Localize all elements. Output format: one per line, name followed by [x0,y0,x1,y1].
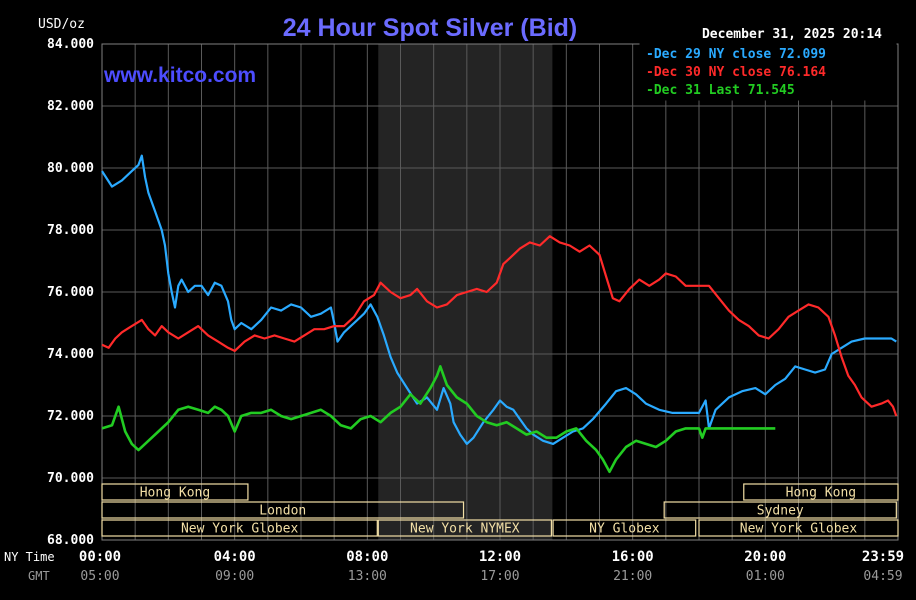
x-tick-label-gmt: 09:00 [215,569,254,584]
plot-area: 84.000 82.000 80.000 78.000 76.000 74.000 72.0… [47,37,899,548]
chart-title: 24 Hour Spot Silver (Bid) [283,14,577,42]
session-bar [552,519,697,537]
timestamp: December 31, 2025 20:14 [702,27,882,42]
session-bar [101,483,249,501]
series-line-dec-30 [101,235,898,417]
session-label: London [259,504,306,519]
session-bar [101,501,465,519]
legend-entry: -Dec 31 Last 71.545 [646,83,795,98]
x-tick-label-gmt: 05:00 [80,569,119,584]
ny-time-label: NY Time [4,550,55,564]
x-tick-label-gmt: 01:00 [746,569,785,584]
y-tick-label: 76.000 [47,285,94,300]
y-tick-label: 68.000 [47,533,94,548]
session-label: New York Globex [181,522,299,537]
y-tick-label: 84.000 [47,37,94,52]
legend-entry: -Dec 29 NY close 72.099 [646,47,826,62]
y-tick-label: 82.000 [47,99,94,114]
session-bar [743,483,899,501]
x-tick-label-ny: 16:00 [612,549,654,565]
x-axis: NY Time GMT 00:00 05:00 04:00 09:00 08:00 13:… [4,549,904,584]
session-label: Hong Kong [786,486,856,501]
x-tick-label-ny: 08:00 [346,549,388,565]
y-tick-label: 72.000 [47,409,94,424]
series-line-dec-31 [101,365,776,474]
legend: -Dec 29 NY close 72.099 -Dec 30 NY close … [639,43,897,101]
y-tick-label: 74.000 [47,347,94,362]
x-tick-label-ny: 20:00 [744,549,786,565]
session-label: NY Globex [589,522,660,537]
units-label: USD/oz [38,17,85,32]
gmt-label: GMT [28,569,50,583]
series-line-dec-29 [101,154,897,445]
watermark: www.kitco.com [103,64,256,87]
x-tick-label-gmt: 04:59 [863,569,902,584]
plot-border [101,43,899,541]
x-tick-label-ny: 12:00 [479,549,521,565]
session-bar [377,519,553,537]
legend-entry: -Dec 30 NY close 76.164 [646,65,826,80]
session-label: Hong Kong [140,486,210,501]
session-label: New York Globex [740,522,858,537]
y-tick-label: 78.000 [47,223,94,238]
session-bar [698,519,899,537]
session-label: Sydney [757,504,804,519]
x-tick-label-ny: 04:00 [214,549,256,565]
y-tick-label: 80.000 [47,161,94,176]
x-tick-label-gmt: 21:00 [613,569,652,584]
x-tick-label-gmt: 17:00 [480,569,519,584]
y-tick-label: 70.000 [47,471,94,486]
session-label: New York NYMEX [410,522,520,537]
x-tick-label-gmt: 13:00 [348,569,387,584]
x-tick-label-ny: 23:59 [862,549,904,565]
x-tick-label-ny: 00:00 [79,549,121,565]
session-bar [101,519,378,537]
session-bar [663,501,897,519]
legend-box [639,43,897,101]
